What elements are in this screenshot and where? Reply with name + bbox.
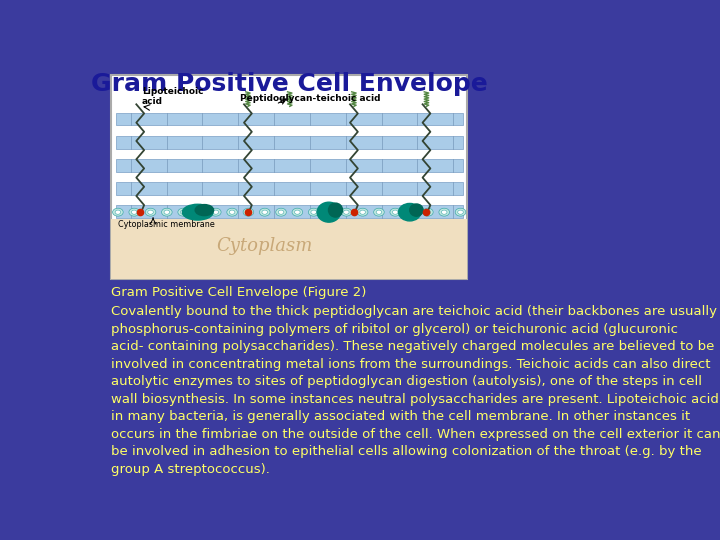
Circle shape: [164, 210, 170, 214]
Circle shape: [145, 208, 156, 216]
Circle shape: [294, 210, 300, 214]
Circle shape: [148, 210, 153, 214]
Text: Gram Positive Cell Envelope: Gram Positive Cell Envelope: [91, 72, 487, 96]
Circle shape: [458, 210, 463, 214]
Bar: [111, 75, 467, 279]
Text: Peptidoglycan-teichoic acid: Peptidoglycan-teichoic acid: [240, 94, 380, 103]
Text: Lipoteichoic
acid: Lipoteichoic acid: [142, 87, 203, 106]
Circle shape: [161, 208, 172, 216]
Circle shape: [132, 210, 137, 214]
Circle shape: [229, 210, 235, 214]
Circle shape: [210, 208, 221, 216]
Circle shape: [181, 210, 186, 214]
Circle shape: [406, 208, 417, 216]
Text: Gram Positive Cell Envelope (Figure 2): Gram Positive Cell Envelope (Figure 2): [111, 286, 366, 299]
Ellipse shape: [399, 204, 421, 221]
Circle shape: [357, 208, 368, 216]
Circle shape: [392, 210, 398, 214]
Circle shape: [262, 210, 268, 214]
Bar: [116, 113, 463, 125]
Circle shape: [439, 208, 449, 216]
Circle shape: [129, 208, 140, 216]
Circle shape: [425, 210, 431, 214]
Circle shape: [360, 210, 366, 214]
Circle shape: [276, 208, 287, 216]
Circle shape: [308, 208, 319, 216]
Bar: [116, 182, 463, 195]
Ellipse shape: [317, 202, 341, 222]
Circle shape: [311, 210, 317, 214]
Circle shape: [292, 208, 302, 216]
Circle shape: [325, 208, 336, 216]
Ellipse shape: [195, 205, 214, 215]
Circle shape: [197, 210, 202, 214]
Circle shape: [243, 208, 253, 216]
Text: Cytoplasm: Cytoplasm: [216, 237, 312, 255]
Circle shape: [441, 210, 447, 214]
Circle shape: [374, 208, 384, 216]
Circle shape: [194, 208, 204, 216]
Circle shape: [409, 210, 414, 214]
Circle shape: [259, 208, 270, 216]
Circle shape: [327, 210, 333, 214]
Circle shape: [227, 208, 238, 216]
Circle shape: [213, 210, 219, 214]
Circle shape: [178, 208, 189, 216]
Circle shape: [423, 208, 433, 216]
Circle shape: [246, 210, 251, 214]
Text: Cytoplasmic membrane: Cytoplasmic membrane: [118, 220, 215, 230]
Circle shape: [390, 208, 400, 216]
Text: Covalently bound to the thick peptidoglycan are teichoic acid (their backbones a: Covalently bound to the thick peptidogly…: [111, 305, 720, 476]
Circle shape: [455, 208, 466, 216]
Bar: [116, 159, 463, 172]
Ellipse shape: [410, 204, 423, 216]
Ellipse shape: [328, 203, 343, 217]
Circle shape: [278, 210, 284, 214]
Bar: [111, 219, 467, 279]
Ellipse shape: [182, 204, 213, 220]
Circle shape: [112, 208, 123, 216]
Circle shape: [343, 210, 349, 214]
Circle shape: [115, 210, 121, 214]
Circle shape: [376, 210, 382, 214]
Circle shape: [341, 208, 351, 216]
Bar: [116, 205, 463, 218]
Bar: [116, 136, 463, 148]
